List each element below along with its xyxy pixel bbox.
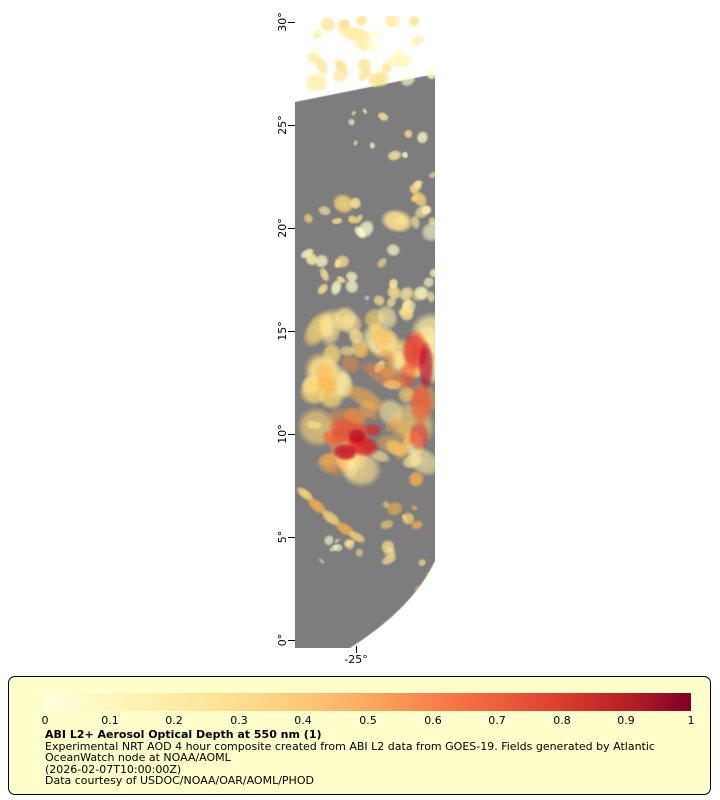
legend-box: 0 0.1 0.2 0.3 0.4 0.5 0.6 0.7 0.8 0.9 1 … — [8, 676, 711, 795]
colorbar-tick-09: 0.9 — [617, 714, 635, 727]
lon-label-minus25: -25° — [344, 653, 368, 666]
colorbar-tick-07: 0.7 — [488, 714, 506, 727]
aod-map-canvas — [295, 16, 435, 648]
colorbar-tick-02: 0.2 — [165, 714, 183, 727]
colorbar-tick-03: 0.3 — [230, 714, 248, 727]
legend-title: ABI L2+ Aerosol Optical Depth at 550 nm … — [45, 728, 322, 741]
lat-tick-15 — [288, 331, 295, 332]
lat-tick-0 — [288, 640, 295, 641]
lat-label-25: 25° — [276, 115, 289, 135]
legend-credit: Data courtesy of USDOC/NOAA/OAR/AOML/PHO… — [45, 774, 314, 787]
lat-tick-20 — [288, 228, 295, 229]
lat-tick-10 — [288, 434, 295, 435]
colorbar-tick-0: 0 — [41, 714, 49, 727]
legend-description-line1: Experimental NRT AOD 4 hour composite cr… — [45, 739, 655, 753]
colorbar-tick-01: 0.1 — [101, 714, 119, 727]
legend-timestamp: (2026-02-07T10:00:00Z) — [45, 762, 182, 776]
aod-colorbar — [45, 693, 691, 711]
lat-label-5: 5° — [276, 530, 289, 544]
legend-caption: ABI L2+ Aerosol Optical Depth at 550 nm … — [45, 729, 655, 787]
lat-label-30: 30° — [276, 12, 289, 32]
lat-tick-30 — [288, 22, 295, 23]
colorbar-tick-08: 0.8 — [553, 714, 571, 727]
lat-label-15: 15° — [276, 321, 289, 341]
lat-label-20: 20° — [276, 218, 289, 238]
lon-tick-minus25 — [356, 646, 357, 653]
legend-description-line2: OceanWatch node at NOAA/AOML — [45, 751, 231, 764]
colorbar-tick-06: 0.6 — [424, 714, 442, 727]
colorbar-tick-04: 0.4 — [294, 714, 312, 727]
lat-label-10: 10° — [276, 424, 289, 444]
colorbar-tick-05: 0.5 — [359, 714, 377, 727]
lat-label-0: 0° — [276, 633, 289, 647]
lat-tick-25 — [288, 125, 295, 126]
colorbar-tick-1: 1 — [687, 714, 695, 727]
lat-tick-5 — [288, 537, 295, 538]
